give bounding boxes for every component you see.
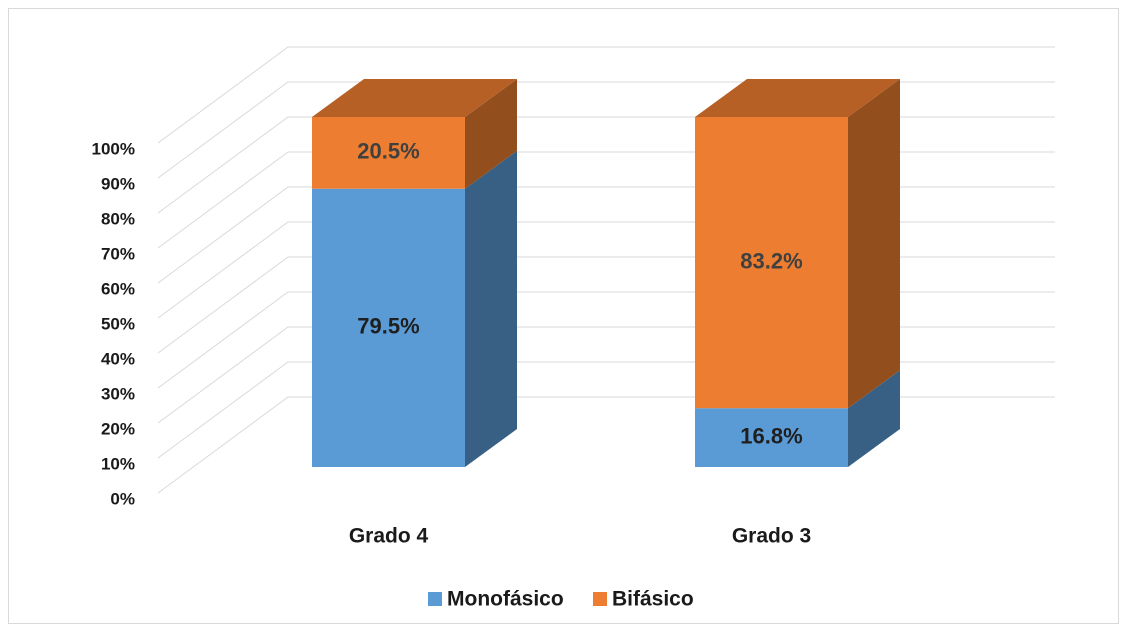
bar-side bbox=[848, 79, 900, 409]
y-tick-label: 100% bbox=[92, 139, 135, 158]
y-tick-label: 70% bbox=[101, 244, 135, 263]
data-label: 79.5% bbox=[357, 314, 419, 339]
bar-top bbox=[695, 79, 900, 117]
data-label: 83.2% bbox=[740, 248, 802, 273]
bar-top bbox=[312, 79, 517, 117]
y-tick-label: 80% bbox=[101, 209, 135, 228]
legend-swatch bbox=[593, 592, 607, 606]
y-tick-label: 50% bbox=[101, 314, 135, 333]
bar-segment bbox=[695, 117, 848, 409]
y-tick-label: 0% bbox=[110, 489, 135, 508]
y-tick-label: 60% bbox=[101, 279, 135, 298]
bar-side bbox=[848, 370, 900, 467]
bar-segment bbox=[312, 188, 465, 467]
x-tick-label: Grado 4 bbox=[349, 525, 429, 548]
y-tick-label: 20% bbox=[101, 419, 135, 438]
bar-segment bbox=[695, 408, 848, 467]
x-tick-label: Grado 3 bbox=[732, 525, 811, 548]
grid-line bbox=[157, 46, 1055, 144]
data-label: 20.5% bbox=[357, 139, 419, 164]
y-tick-label: 90% bbox=[101, 174, 135, 193]
legend-label: Monofásico bbox=[447, 588, 564, 611]
bar-side bbox=[465, 79, 517, 189]
chart-border bbox=[8, 8, 1119, 624]
legend-label: Bifásico bbox=[612, 588, 694, 611]
y-tick-label: 10% bbox=[101, 454, 135, 473]
legend-swatch bbox=[428, 592, 442, 606]
bar-side bbox=[465, 150, 517, 467]
y-tick-label: 40% bbox=[101, 349, 135, 368]
bar-segment bbox=[312, 117, 465, 189]
data-label: 16.8% bbox=[740, 423, 802, 448]
y-tick-label: 30% bbox=[101, 384, 135, 403]
